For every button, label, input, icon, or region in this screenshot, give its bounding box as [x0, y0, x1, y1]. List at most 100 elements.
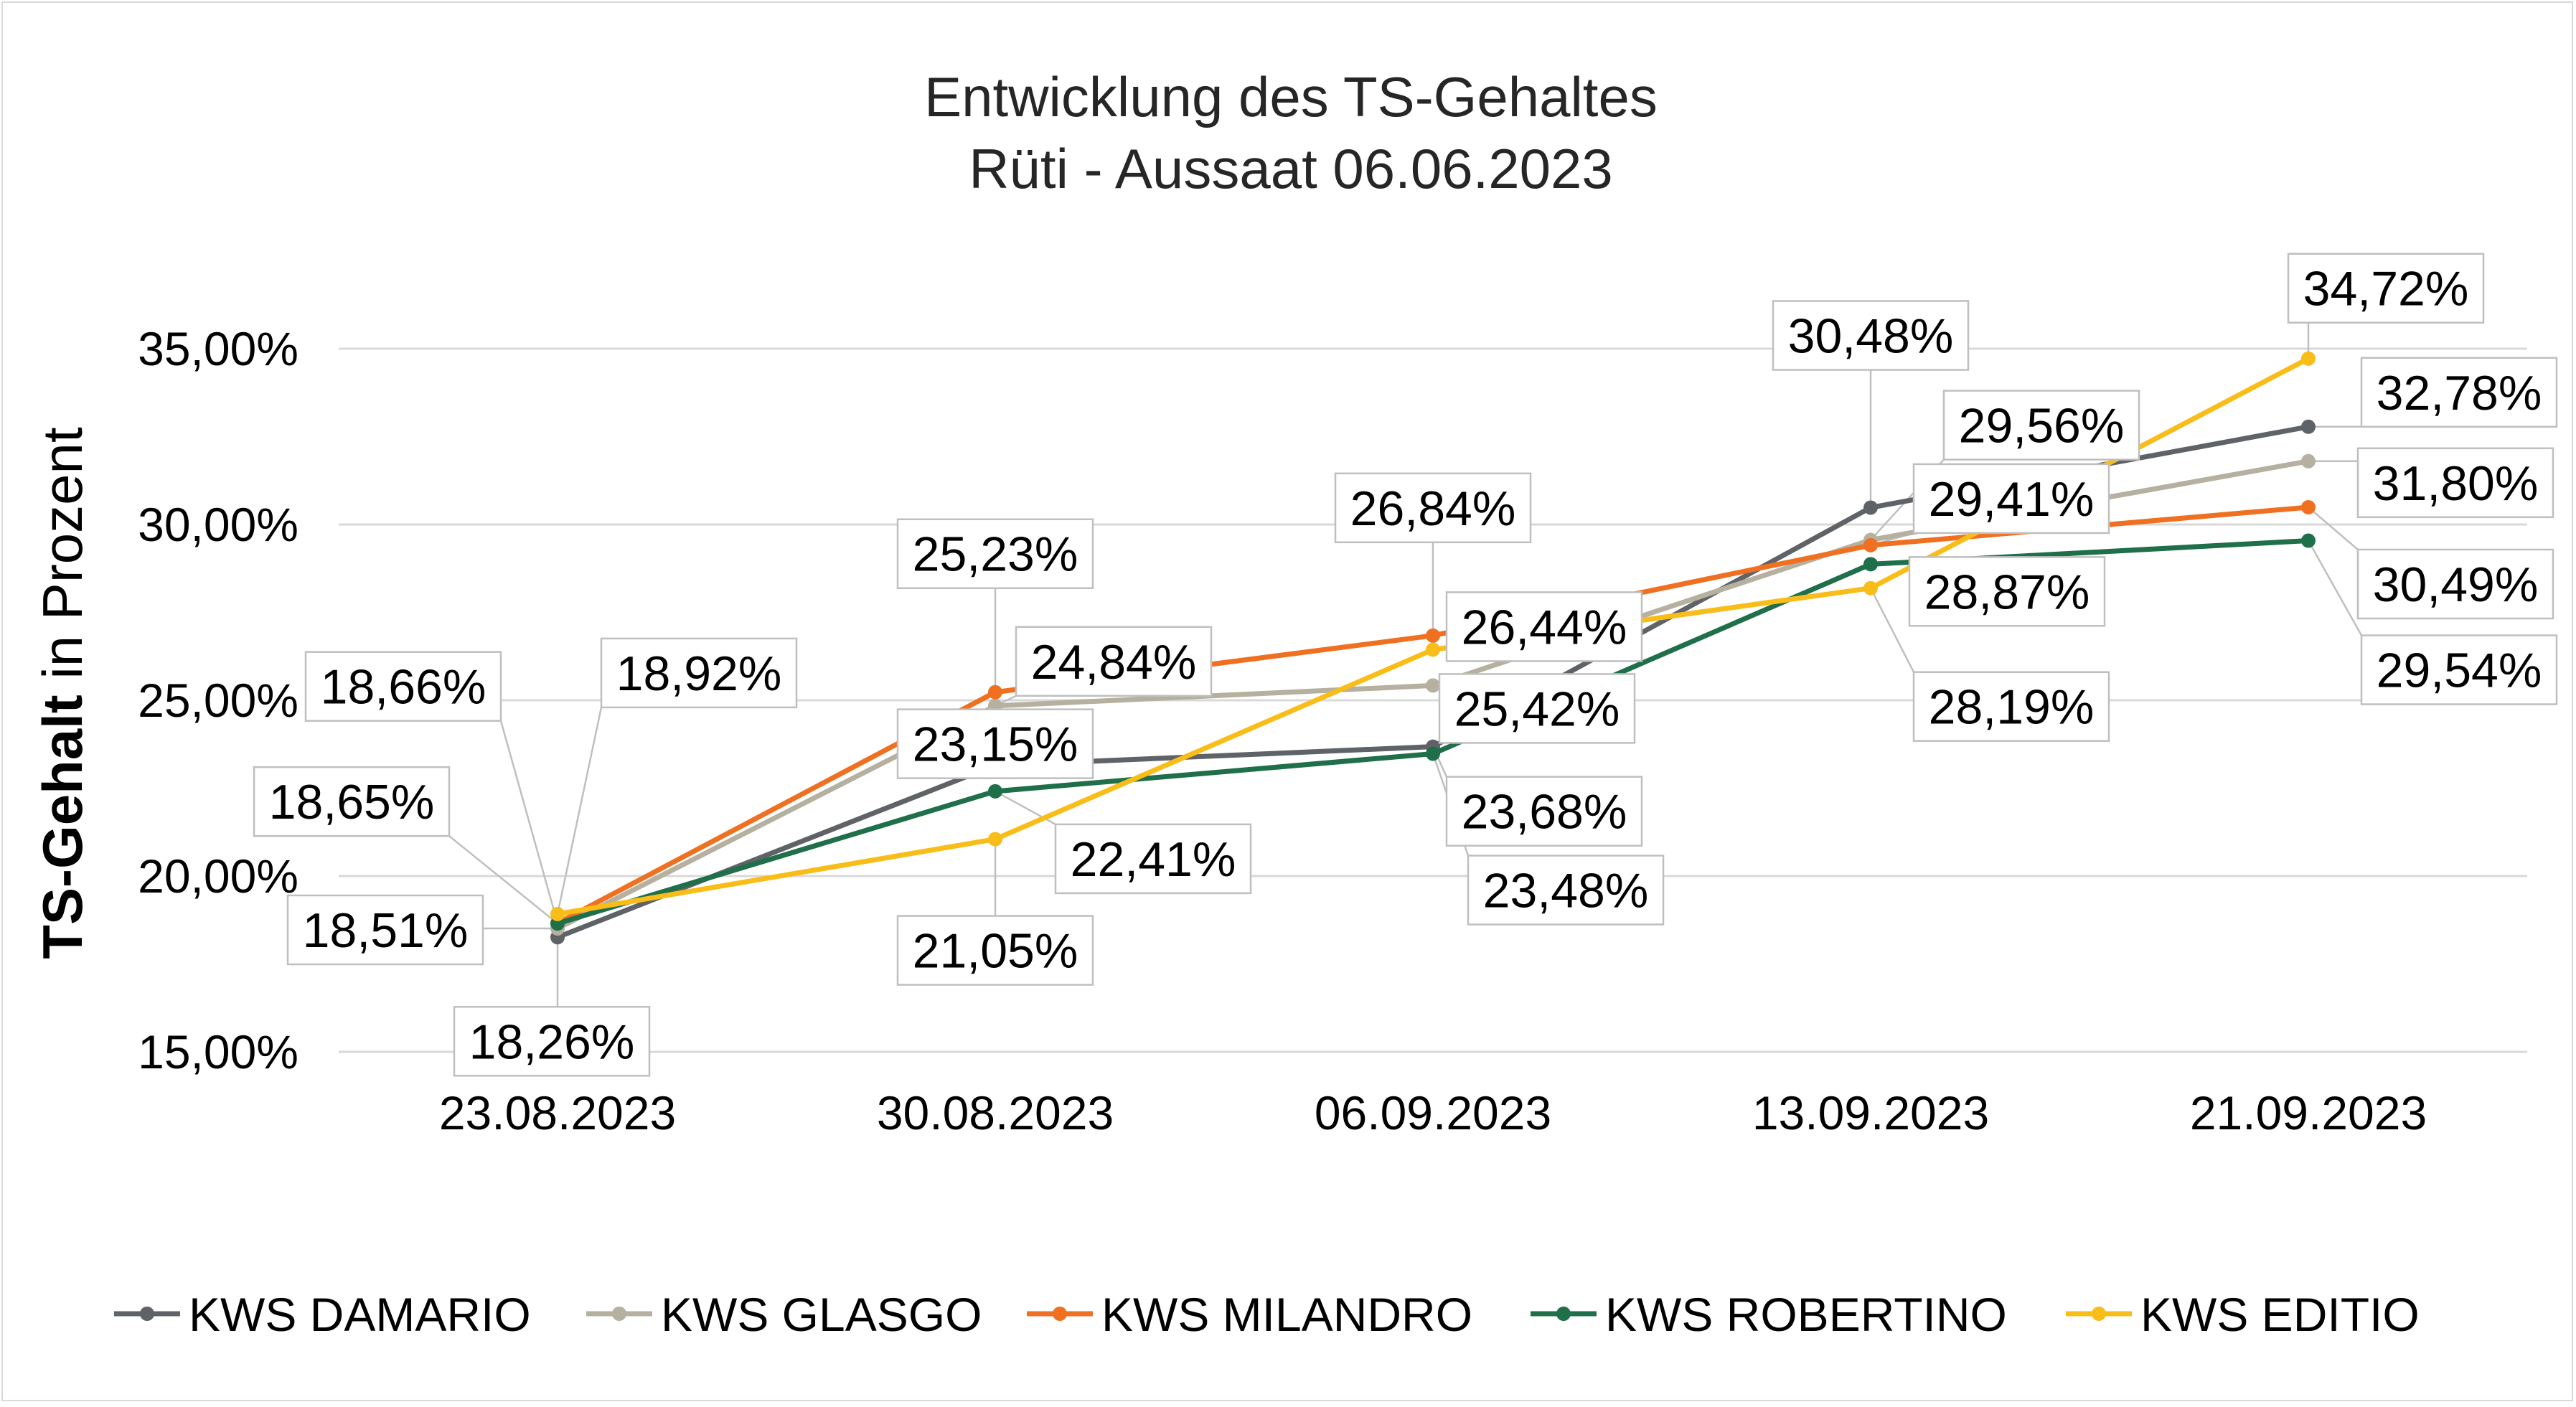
legend-entry: KWS ROBERTINO [1605, 1288, 2007, 1341]
data-point [2301, 419, 2316, 434]
data-label: 21,05% [913, 924, 1078, 979]
data-label: 29,41% [1929, 472, 2095, 527]
data-label-box [2360, 357, 2558, 428]
data-label-box [1912, 463, 2110, 535]
data-label-box [1445, 591, 1643, 662]
data-label: 30,48% [1788, 309, 1954, 363]
leader-line [1869, 588, 1915, 673]
data-label-box [304, 651, 502, 722]
data-label: 23,68% [1462, 785, 1627, 839]
data-label-box [2356, 447, 2554, 519]
data-label: 18,65% [269, 775, 435, 829]
data-label: 24,84% [1031, 635, 1197, 690]
data-label-box [600, 637, 798, 709]
data-point [988, 832, 1002, 847]
legend-entry: KWS EDITIO [2140, 1288, 2420, 1341]
x-tick-label: 30.08.2023 [877, 1086, 1114, 1139]
x-tick-label: 21.09.2023 [2190, 1086, 2427, 1139]
legend-marker [612, 1307, 626, 1321]
data-point [2301, 499, 2316, 514]
leader-line [2307, 540, 2363, 636]
data-label-box [1054, 823, 1252, 895]
data-label-box [896, 708, 1094, 779]
y-tick-label: 20,00% [138, 850, 299, 903]
data-label-box [2356, 548, 2554, 620]
data-point [1426, 628, 1440, 643]
data-point [1863, 580, 1878, 596]
data-label-box [2287, 253, 2485, 324]
y-tick-label: 35,00% [138, 322, 299, 375]
data-label: 25,23% [913, 527, 1078, 582]
data-label: 26,44% [1462, 600, 1627, 654]
data-label: 29,54% [2377, 644, 2542, 698]
data-label: 28,87% [1924, 565, 2090, 619]
data-label-box [2360, 634, 2558, 705]
data-label: 28,19% [1929, 680, 2095, 735]
data-point [1426, 642, 1440, 657]
data-label: 18,26% [469, 1015, 635, 1069]
data-labels: 18,26% 23,15% 23,68% 30,48% 32,78% 18,51% 24,8… [253, 253, 2558, 1077]
legend-marker [140, 1307, 154, 1321]
data-label-box [453, 1006, 651, 1077]
data-point [1863, 500, 1878, 515]
x-tick-label: 13.09.2023 [1752, 1086, 1989, 1139]
data-point [550, 906, 565, 921]
data-label: 31,80% [2373, 456, 2539, 511]
data-label: 29,56% [1959, 399, 2125, 453]
data-point [2301, 453, 2316, 469]
data-label-box [1438, 673, 1636, 744]
chart-subtitle: Rüti - Aussaat 06.06.2023 [969, 137, 1613, 200]
data-label: 34,72% [2303, 262, 2469, 316]
data-label-box [896, 915, 1094, 986]
y-axis-ticks: 15,00% 20,00% 25,00% 30,00% 35,00% [138, 322, 299, 1078]
data-label-box [1772, 300, 1970, 371]
data-point [988, 784, 1002, 799]
data-label-box [896, 518, 1094, 589]
y-tick-label: 15,00% [138, 1025, 299, 1078]
data-label: 25,42% [1454, 682, 1620, 736]
data-label: 18,51% [303, 903, 469, 958]
data-label: 18,92% [616, 646, 782, 701]
data-label-box [253, 766, 451, 837]
x-tick-label: 23.08.2023 [439, 1086, 676, 1139]
leader-line [499, 720, 559, 923]
legend-marker [1053, 1307, 1067, 1321]
legend-entry: KWS MILANDRO [1101, 1288, 1472, 1341]
data-label: 23,48% [1483, 863, 1649, 918]
y-tick-label: 25,00% [138, 674, 299, 727]
y-tick-label: 30,00% [138, 498, 299, 551]
data-label-box [1912, 671, 2110, 742]
y-axis-label: TS-Gehalt in Prozent [31, 427, 94, 959]
legend-marker [2092, 1307, 2106, 1321]
data-point [1426, 746, 1440, 761]
data-point [1863, 557, 1878, 572]
data-label: 22,41% [1071, 832, 1236, 887]
data-label-box [1334, 472, 1532, 544]
line-chart: Entwicklung des TS-Gehaltes Rüti - Aussa… [31, 65, 2558, 1341]
data-label: 23,15% [913, 717, 1078, 772]
legend-marker [1556, 1307, 1571, 1321]
leader-line [2308, 507, 2359, 550]
data-label: 30,49% [2373, 557, 2539, 612]
y-axis-label-bold: TS-Gehalt [31, 695, 94, 959]
data-point [2301, 351, 2316, 366]
data-label-box [1942, 390, 2140, 461]
x-tick-label: 06.09.2023 [1315, 1086, 1551, 1139]
data-label: 18,66% [321, 660, 486, 715]
leader-line [556, 707, 603, 915]
x-axis-ticks: 23.08.2023 30.08.2023 06.09.2023 13.09.2023… [439, 1086, 2427, 1139]
data-point [1863, 537, 1878, 552]
legend-entry: KWS GLASGO [661, 1288, 982, 1341]
leader-line [448, 835, 558, 925]
chart-title: Entwicklung des TS-Gehaltes [924, 65, 1658, 128]
y-axis-label-rest: in Prozent [31, 427, 94, 695]
data-label-box [1015, 626, 1213, 697]
data-label-box [1445, 776, 1643, 847]
data-label-box [286, 894, 484, 966]
data-point [2301, 533, 2316, 548]
legend-entry: KWS DAMARIO [189, 1288, 531, 1341]
data-label-box [1908, 556, 2106, 627]
data-point [988, 684, 1002, 700]
data-point [1426, 678, 1440, 693]
